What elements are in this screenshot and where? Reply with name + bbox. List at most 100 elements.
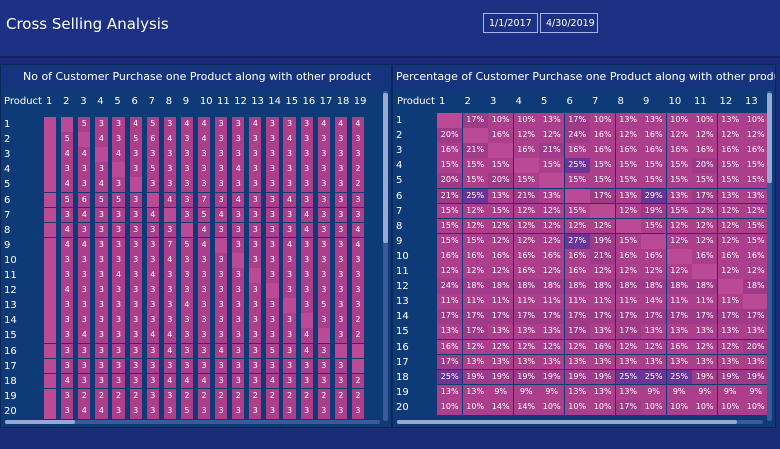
matrix-cell[interactable]: 3 <box>317 207 330 223</box>
matrix-cell[interactable]: 3 <box>334 313 347 329</box>
matrix-cell[interactable]: 4 <box>163 252 176 268</box>
matrix-cell[interactable]: 2 <box>317 388 330 404</box>
matrix-cell[interactable]: 2 <box>351 388 365 404</box>
matrix-cell[interactable]: 13% <box>615 113 641 128</box>
matrix-cell[interactable]: 15% <box>564 203 590 219</box>
matrix-cell[interactable]: 3 <box>112 313 125 329</box>
matrix-cell[interactable]: 3 <box>95 207 108 223</box>
matrix-cell[interactable]: 5 <box>61 132 74 147</box>
matrix-cell[interactable]: 3 <box>163 268 176 283</box>
matrix-cell[interactable]: 3 <box>78 252 91 268</box>
matrix-cell[interactable]: 12% <box>590 264 616 279</box>
matrix-cell[interactable]: 3 <box>232 147 245 162</box>
matrix-cell[interactable]: 15% <box>615 173 641 189</box>
matrix-cell[interactable]: 16% <box>590 143 616 158</box>
matrix-cell[interactable]: 17% <box>513 309 539 325</box>
matrix-cell[interactable] <box>163 207 176 223</box>
matrix-cell[interactable]: 3 <box>249 283 262 298</box>
matrix-cell[interactable]: 15% <box>666 158 692 174</box>
matrix-cell[interactable]: 3 <box>215 177 228 193</box>
matrix-cell[interactable]: 3 <box>163 403 176 419</box>
matrix-cell[interactable]: 3 <box>112 358 125 374</box>
matrix-cell[interactable]: 3 <box>180 283 194 298</box>
matrix-cell[interactable]: 15% <box>488 158 514 174</box>
matrix-cell[interactable]: 4 <box>163 343 176 359</box>
date-from-input[interactable]: 1/1/2017 <box>483 13 538 33</box>
matrix-cell[interactable]: 3 <box>232 237 245 253</box>
matrix-cell[interactable]: 15% <box>437 203 463 219</box>
matrix-cell[interactable] <box>590 203 616 219</box>
matrix-cell[interactable]: 3 <box>351 132 365 147</box>
matrix-cell[interactable]: 3 <box>78 162 91 178</box>
matrix-cell[interactable] <box>692 264 718 279</box>
matrix-cell[interactable]: 3 <box>334 252 347 268</box>
matrix-cell[interactable]: 17% <box>462 113 488 128</box>
matrix-cell[interactable]: 17% <box>564 324 590 340</box>
matrix-cell[interactable]: 10% <box>462 399 488 415</box>
matrix-cell[interactable]: 2 <box>283 388 296 404</box>
matrix-cell[interactable]: 12% <box>615 203 641 219</box>
matrix-cell[interactable]: 25% <box>641 369 667 385</box>
matrix-cell[interactable]: 3 <box>78 358 91 374</box>
matrix-cell[interactable]: 16% <box>513 248 539 264</box>
matrix-cell[interactable]: 29% <box>641 188 667 204</box>
matrix-cell[interactable]: 3 <box>300 192 313 208</box>
matrix-cell[interactable] <box>539 173 565 189</box>
matrix-cell[interactable]: 15% <box>615 233 641 249</box>
matrix-cell[interactable]: 5 <box>180 237 194 253</box>
matrix-cell[interactable]: 3 <box>146 252 159 268</box>
matrix-cell[interactable]: 3 <box>266 147 279 162</box>
matrix-cell[interactable]: 3 <box>95 313 108 329</box>
matrix-cell[interactable]: 13% <box>590 324 616 340</box>
matrix-cell[interactable]: 18% <box>692 279 718 294</box>
matrix-cell[interactable]: 3 <box>129 222 142 238</box>
matrix-cell[interactable]: 12% <box>513 233 539 249</box>
matrix-cell[interactable]: 3 <box>61 268 74 283</box>
matrix-cell[interactable]: 3 <box>95 343 108 359</box>
matrix-cell[interactable] <box>462 128 488 143</box>
matrix-cell[interactable]: 3 <box>334 132 347 147</box>
matrix-cell[interactable]: 3 <box>78 343 91 359</box>
matrix-cell[interactable]: 4 <box>334 117 347 132</box>
matrix-cell[interactable]: 3 <box>317 192 330 208</box>
matrix-cell[interactable]: 3 <box>129 192 142 208</box>
matrix-cell[interactable]: 4 <box>180 298 194 313</box>
matrix-cell[interactable]: 15% <box>513 173 539 189</box>
matrix-cell[interactable]: 4 <box>78 403 91 419</box>
matrix-cell[interactable]: 3 <box>78 283 91 298</box>
matrix-cell[interactable]: 3 <box>180 328 194 344</box>
matrix-cell[interactable]: 3 <box>215 373 228 389</box>
matrix-cell[interactable]: 12% <box>743 128 769 143</box>
matrix-cell[interactable]: 2 <box>300 388 313 404</box>
matrix-cell[interactable] <box>334 343 347 359</box>
matrix-cell[interactable]: 2 <box>334 388 347 404</box>
matrix-cell[interactable]: 3 <box>146 388 159 404</box>
matrix-cell[interactable]: 3 <box>180 358 194 374</box>
matrix-cell[interactable]: 13% <box>615 188 641 204</box>
matrix-cell[interactable]: 3 <box>351 403 365 419</box>
matrix-cell[interactable]: 11% <box>692 294 718 309</box>
matrix-cell[interactable]: 9% <box>717 384 743 400</box>
matrix-cell[interactable]: 3 <box>249 373 262 389</box>
matrix-cell[interactable]: 3 <box>112 177 125 193</box>
matrix-cell[interactable]: 3 <box>215 328 228 344</box>
matrix-cell[interactable] <box>300 313 313 329</box>
matrix-cell[interactable]: 15% <box>590 173 616 189</box>
matrix-cell[interactable]: 5 <box>180 403 194 419</box>
matrix-cell[interactable]: 13% <box>590 354 616 370</box>
matrix-cell[interactable]: 3 <box>300 147 313 162</box>
matrix-cell[interactable]: 12% <box>513 128 539 143</box>
matrix-cell[interactable]: 16% <box>539 248 565 264</box>
matrix-cell[interactable]: 3 <box>146 358 159 374</box>
matrix-cell[interactable] <box>44 283 57 298</box>
matrix-cell[interactable]: 19% <box>692 369 718 385</box>
matrix-cell[interactable]: 3 <box>146 403 159 419</box>
matrix-cell[interactable]: 3 <box>334 222 347 238</box>
matrix-cell[interactable] <box>112 162 125 178</box>
matrix-cell[interactable]: 3 <box>146 237 159 253</box>
matrix-cell[interactable]: 3 <box>112 252 125 268</box>
matrix-cell[interactable]: 3 <box>351 147 365 162</box>
matrix-cell[interactable] <box>44 162 57 178</box>
matrix-cell[interactable]: 10% <box>488 113 514 128</box>
matrix-cell[interactable]: 10% <box>743 113 769 128</box>
